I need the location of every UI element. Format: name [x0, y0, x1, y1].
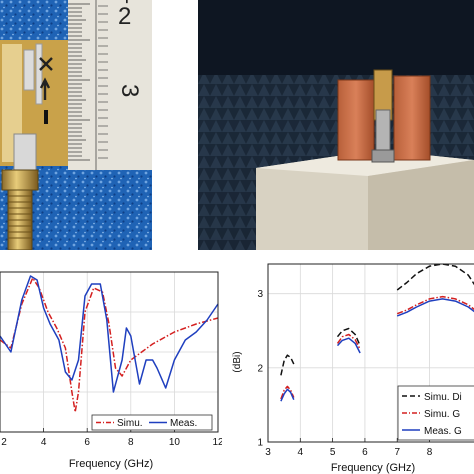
legend-label-simu: Simu.	[117, 418, 143, 429]
chart2-x-tick-label: 8	[427, 447, 433, 458]
chart1-x-tick-label: 4	[41, 437, 47, 448]
chart2-series-3-line	[280, 298, 474, 402]
chart2-x-tick-label: 6	[362, 447, 368, 458]
chart2-xlabel: Frequency (GHz)	[331, 462, 415, 474]
chart2-y-tick-label: 3	[257, 289, 263, 300]
legend-label-simu-g: Simu. G	[424, 409, 460, 420]
chart1-x-tick-label: 10	[169, 437, 181, 448]
chart1-series-1-line	[0, 277, 219, 413]
chart2-ylabel: (dBi)	[232, 351, 243, 372]
chart2-series-2-line	[280, 295, 474, 400]
chart1-x-tick-label: 12	[212, 437, 222, 448]
ruler-number-1: 1	[121, 0, 146, 4]
chart2-x-tick-label: 7	[394, 447, 400, 458]
legend-label-meas-g: Meas. G	[424, 426, 462, 437]
chamber-photo	[198, 0, 474, 250]
wood-fixture	[337, 79, 375, 161]
antenna-photo: 1 2 3	[0, 0, 152, 250]
chart1-series-2-line	[0, 275, 219, 393]
chart2-x-tick-label: 5	[330, 447, 336, 458]
chart2-x-tick-label: 3	[265, 447, 271, 458]
chart2-y-tick-label: 2	[257, 363, 263, 374]
gain-chart: 3 4 5 6 7 8 1 2 3 (dBi) Simu. Di Simu. G Meas. G…	[226, 262, 474, 474]
legend-label-meas: Meas.	[170, 418, 197, 429]
ruler-number-3: 3	[116, 84, 143, 97]
chart1-legend: Simu. Meas.	[91, 414, 213, 431]
chart2-y-tick-label: 1	[257, 438, 263, 449]
chart1-x-tick-label: 8	[128, 437, 134, 448]
chart2-x-tick-label: 4	[298, 447, 304, 458]
chart2-legend: Simu. Di Simu. G Meas. G	[397, 385, 474, 441]
chart1-x-tick-label: 6	[84, 437, 90, 448]
ruler-number-2: 2	[118, 3, 131, 30]
chart1-axes-frame	[0, 271, 219, 433]
chart2-axes-frame	[267, 263, 474, 443]
chart1-x-tick-label: 2	[1, 437, 7, 448]
legend-label-simu-di: Simu. Di	[424, 392, 462, 403]
chart2-series-1-line	[280, 263, 474, 376]
chart1-xlabel: Frequency (GHz)	[69, 458, 153, 470]
s11-chart: 2 4 6 8 10 12 Simu. Meas. Frequency (GHz)	[0, 262, 222, 474]
